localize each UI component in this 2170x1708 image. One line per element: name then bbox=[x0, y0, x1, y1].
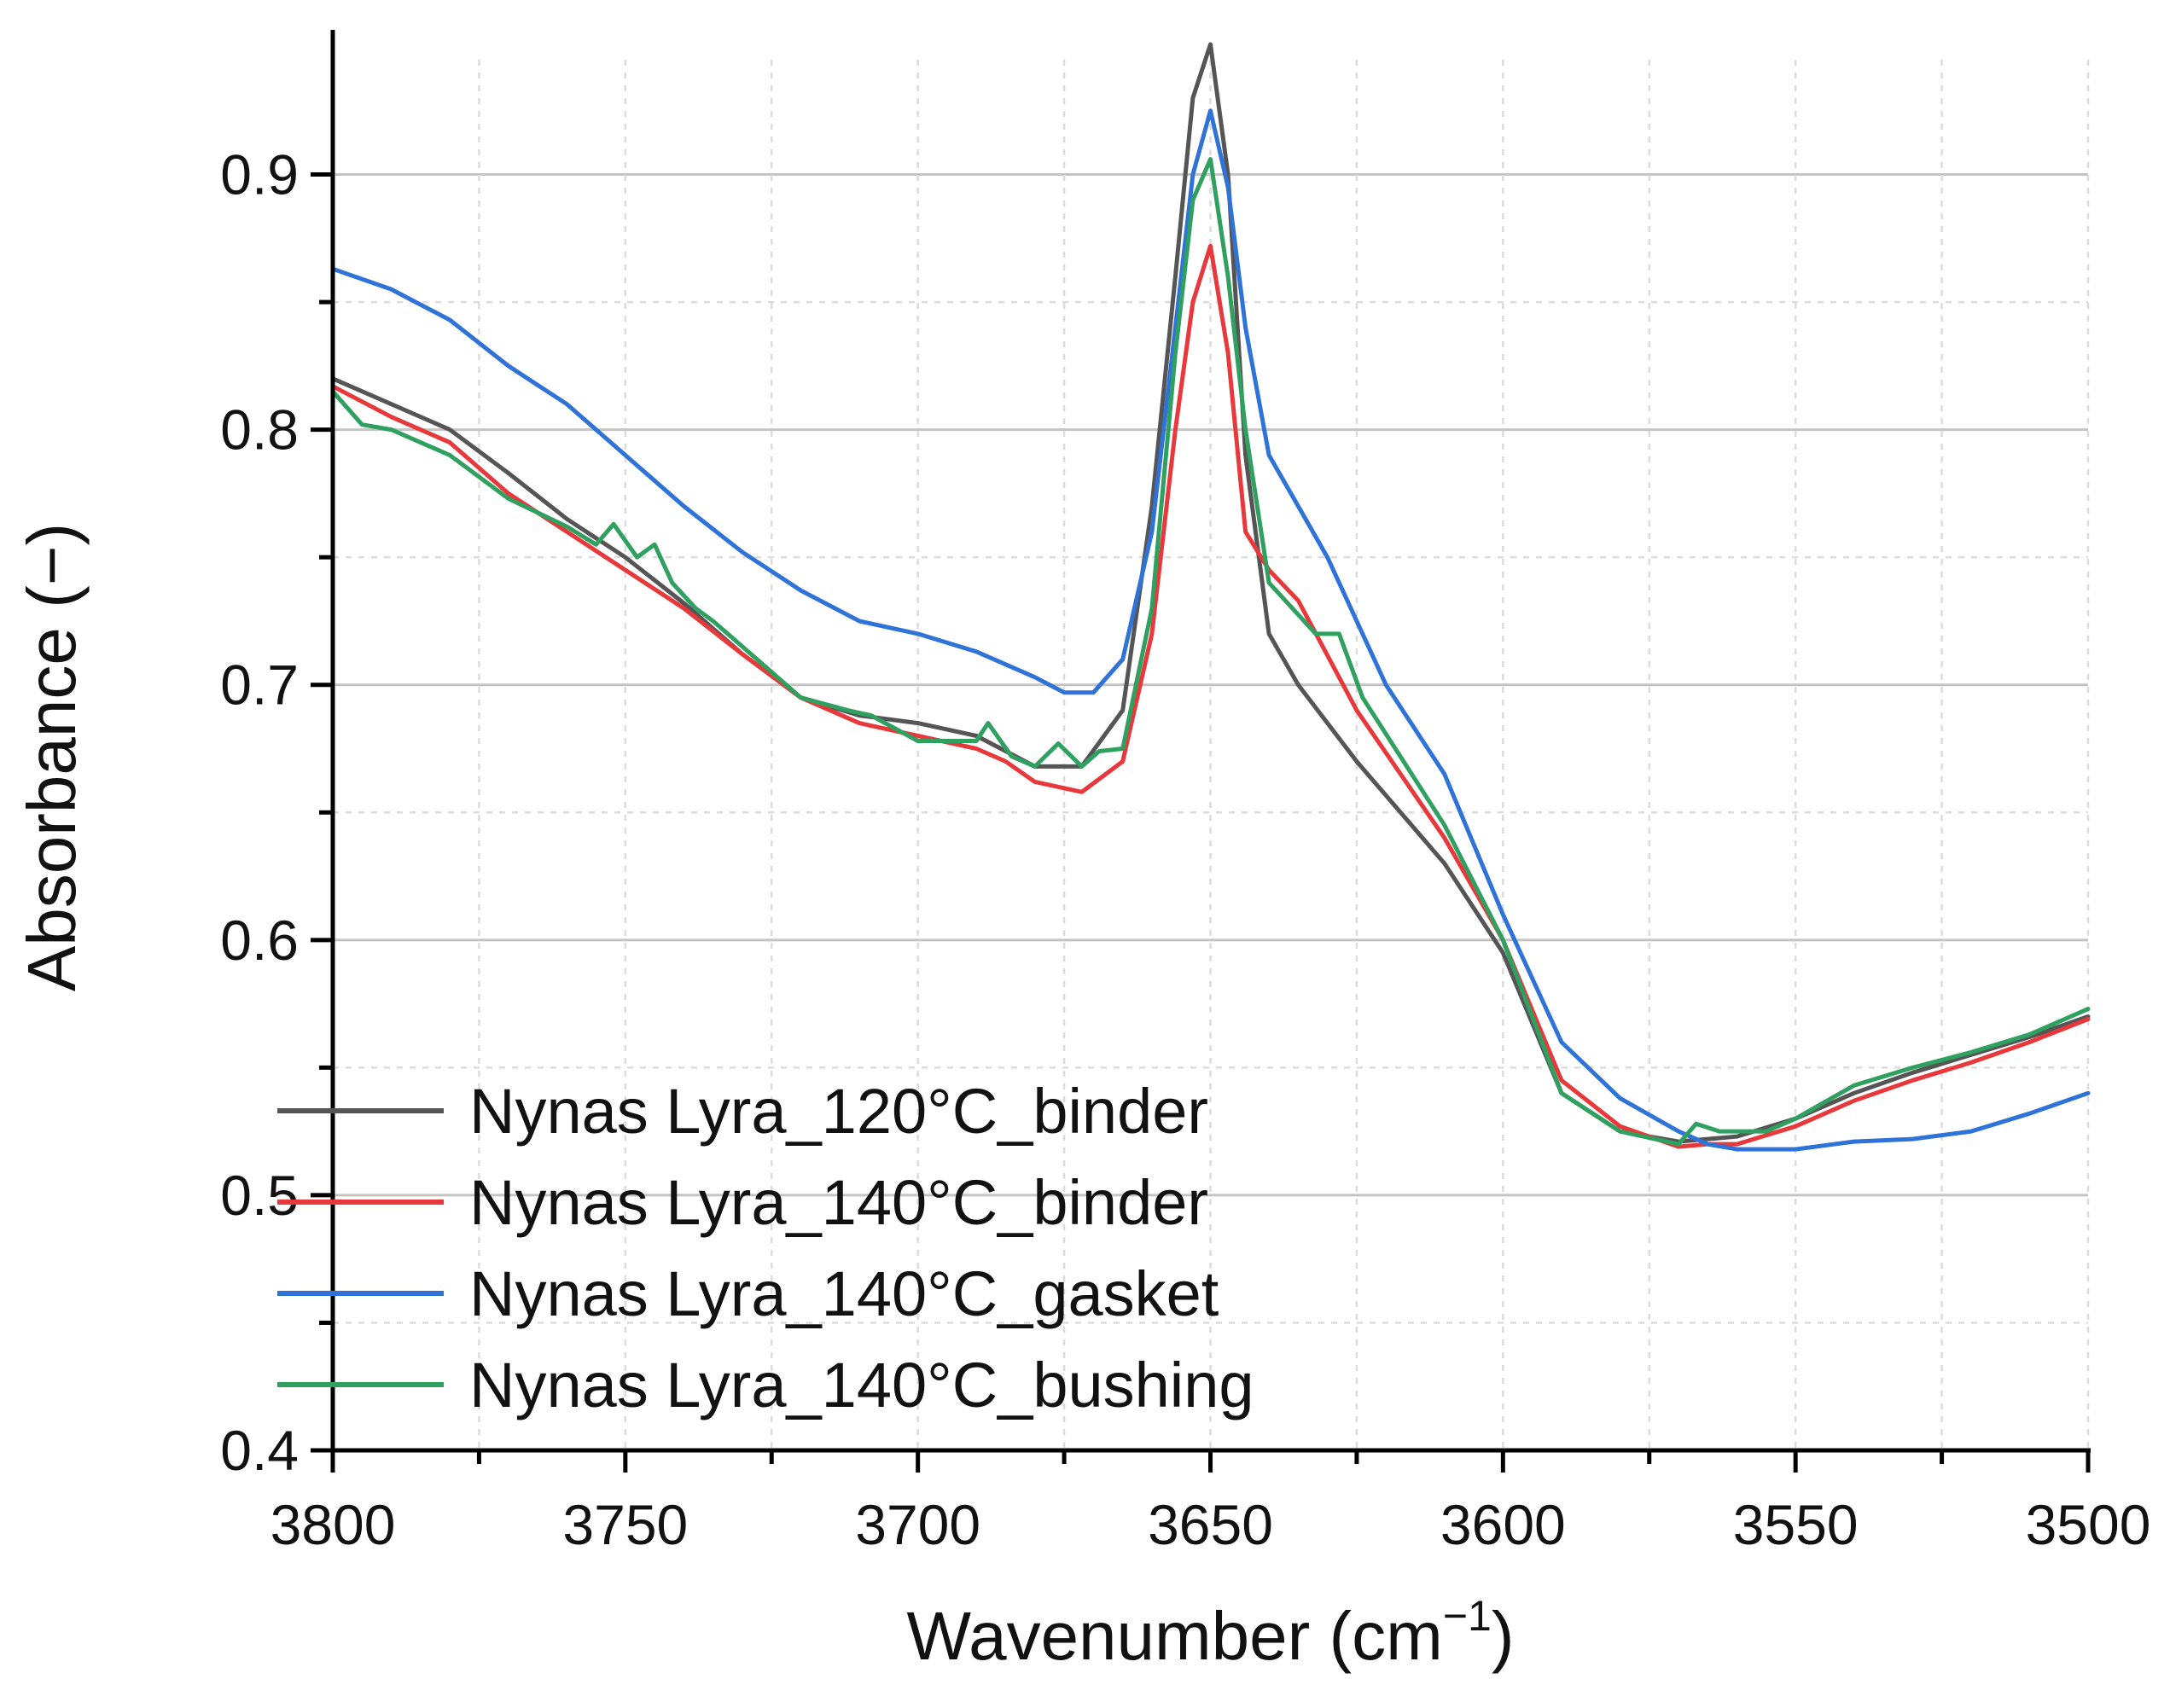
grid-layer bbox=[333, 59, 2090, 1450]
series-line-3 bbox=[330, 108, 2091, 1152]
x-tick-label: 3700 bbox=[855, 1493, 980, 1556]
series-layer bbox=[330, 42, 2091, 1152]
y-tick-label: 0.7 bbox=[220, 654, 299, 717]
legend-label: Nynas Lyra_140°C_bushing bbox=[469, 1350, 1254, 1420]
x-tick-label: 3600 bbox=[1440, 1493, 1566, 1556]
series-line-1 bbox=[330, 42, 2091, 1144]
legend: Nynas Lyra_120°C_binder Nynas Lyra_140°C_… bbox=[277, 1076, 1254, 1420]
x-axis-title-suffix: ) bbox=[1492, 1598, 1515, 1674]
x-tick-label: 3550 bbox=[1733, 1493, 1859, 1556]
y-tick-label: 0.8 bbox=[220, 398, 299, 462]
y-tick-label: 0.6 bbox=[220, 909, 299, 972]
series-line-2 bbox=[330, 243, 2091, 1149]
x-tick-label: 3500 bbox=[2026, 1493, 2151, 1556]
x-axis-title: Wavenumber (cm−1) bbox=[907, 1592, 1515, 1674]
y-axis-title: Absorbance (−) bbox=[14, 523, 90, 991]
series-line-4 bbox=[330, 157, 2091, 1147]
legend-label: Nynas Lyra_120°C_binder bbox=[469, 1076, 1208, 1147]
axis-layer: 0.4 0.5 0.6 0.7 0.8 0.9 3800 3750 3700 3650 3600 35… bbox=[220, 30, 2150, 1556]
x-tick-label: 3750 bbox=[562, 1493, 688, 1556]
legend-label: Nynas Lyra_140°C_gasket bbox=[469, 1258, 1219, 1329]
x-axis-title-superscript: −1 bbox=[1443, 1592, 1492, 1640]
x-tick-label: 3650 bbox=[1148, 1493, 1273, 1556]
y-tick-label: 0.5 bbox=[220, 1164, 299, 1227]
y-tick-label: 0.4 bbox=[220, 1419, 299, 1482]
x-tick-label: 3800 bbox=[271, 1493, 396, 1556]
legend-label: Nynas Lyra_140°C_binder bbox=[469, 1167, 1208, 1238]
y-tick-label: 0.9 bbox=[220, 143, 299, 206]
x-axis-title-main: Wavenumber (cm bbox=[907, 1598, 1443, 1674]
